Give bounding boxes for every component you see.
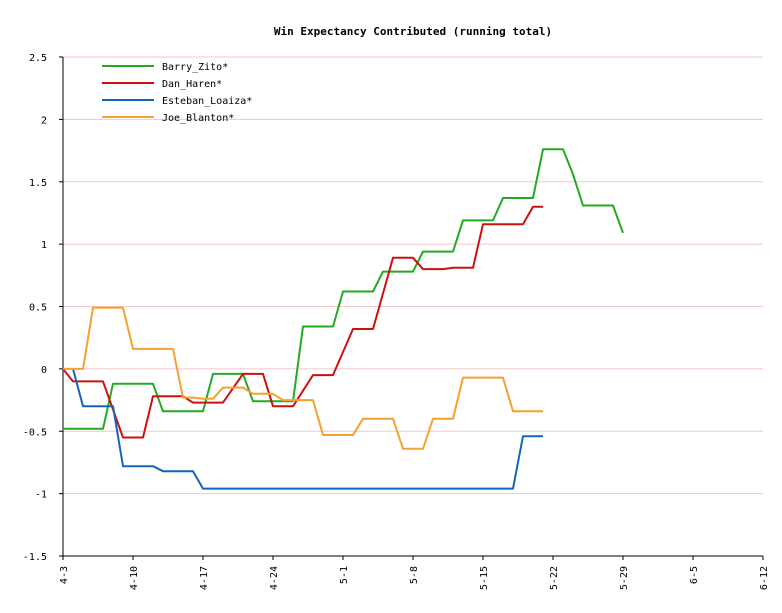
x-tick-label: 4-10 xyxy=(129,566,140,590)
x-tick-label: 5-15 xyxy=(479,566,490,590)
x-tick-label: 5-8 xyxy=(409,566,420,584)
axes-layer: -1.5 -1 -0.5 0 0.5 1 1.5 2 2.5 4-3 4-10 4-17 4-24 5-1… xyxy=(23,53,770,590)
series-line-joe-blanton xyxy=(63,306,543,450)
y-tick-label: 2 xyxy=(41,115,47,126)
grid-layer xyxy=(63,56,763,495)
y-tick-label: -1.5 xyxy=(23,552,47,563)
x-tick-label: 6-12 xyxy=(759,566,770,590)
y-tick-label: 0 xyxy=(41,365,47,376)
x-tick-label: 5-29 xyxy=(619,566,630,590)
y-tick-label: -0.5 xyxy=(23,427,47,438)
y-tick-label: -1 xyxy=(35,490,47,501)
legend-label: Joe_Blanton* xyxy=(162,113,234,124)
y-tick-label: 0.5 xyxy=(29,303,47,314)
x-tick-label: 4-24 xyxy=(269,566,280,590)
x-tick-label: 5-1 xyxy=(339,566,350,584)
series-line-barry-zito xyxy=(63,148,624,430)
legend-label: Esteban_Loaiza* xyxy=(162,96,252,107)
x-tick-label: 4-3 xyxy=(59,566,70,584)
y-tick-label: 1.5 xyxy=(29,178,47,189)
y-tick-label: 1 xyxy=(41,240,47,251)
legend: Barry_Zito* Dan_Haren* Esteban_Loaiza* Joe_… xyxy=(102,62,252,124)
y-tick-label: 2.5 xyxy=(29,53,47,64)
series-line-esteban-loaiza xyxy=(72,368,543,490)
chart-title: Win Expectancy Contributed (running tota… xyxy=(274,25,552,38)
series-layer xyxy=(62,148,624,490)
x-tick-label: 5-22 xyxy=(549,566,560,590)
legend-label: Barry_Zito* xyxy=(162,62,228,73)
legend-label: Dan_Haren* xyxy=(162,79,222,90)
x-tick-label: 6-5 xyxy=(689,566,700,584)
series-line-dan-haren xyxy=(62,205,543,439)
x-tick-label: 4-17 xyxy=(199,566,210,590)
